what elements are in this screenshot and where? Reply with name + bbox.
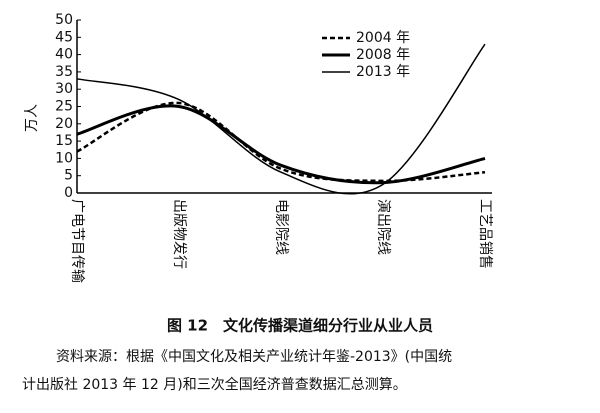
y-tick-label: 40 <box>55 47 73 63</box>
legend-label: 2008 年 <box>356 47 410 63</box>
y-tick-label: 45 <box>55 29 73 45</box>
y-tick-label: 20 <box>55 116 73 132</box>
series-line <box>76 104 486 185</box>
y-tick-label: 0 <box>64 185 73 201</box>
y-tick-label: 30 <box>55 81 73 97</box>
note: 资料来源：根据《中国文化及相关产业统计年鉴-2013》(中国统 <box>56 349 452 365</box>
legend-label: 2004 年 <box>356 30 410 46</box>
y-tick-label: 50 <box>55 12 73 28</box>
y-tick-label: 25 <box>55 99 73 115</box>
x-tick-label: 电影院线 <box>273 199 289 255</box>
x-tick-label: 工艺品销售 <box>477 199 493 269</box>
x-tick-label: 广电节目传输 <box>69 199 85 283</box>
y-axis-label: 万人 <box>24 104 40 132</box>
y-tick-label: 10 <box>55 150 73 166</box>
x-tick-label: 出版物发行 <box>171 199 187 269</box>
caption: 图 12 文化传播渠道细分行业从业人员 <box>167 317 433 335</box>
series-line <box>76 43 486 195</box>
y-tick-label: 35 <box>55 64 73 80</box>
x-tick-label: 演出院线 <box>375 199 391 255</box>
y-tick-label: 15 <box>55 133 73 149</box>
series-line <box>76 101 486 183</box>
legend-label: 2013 年 <box>356 64 410 80</box>
y-tick-label: 5 <box>64 168 73 184</box>
note: 计出版社 2013 年 12 月)和三次全国经济普查数据汇总测算。 <box>22 376 407 393</box>
